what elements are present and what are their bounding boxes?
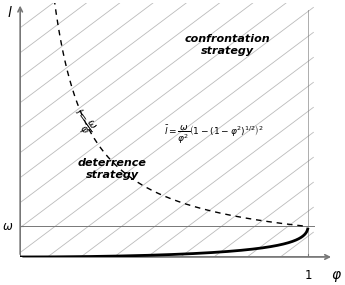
Text: deterrence
strategy: deterrence strategy bbox=[78, 158, 147, 180]
Text: $\omega$: $\omega$ bbox=[2, 220, 13, 233]
Text: $l = \dfrac{\omega}{\varphi}$: $l = \dfrac{\omega}{\varphi}$ bbox=[66, 105, 99, 138]
Text: 1: 1 bbox=[304, 269, 312, 282]
Text: $\bar{l} = \dfrac{\omega}{\varphi^2}\left(1-(1-\varphi^2)^{1/2}\right)^2$: $\bar{l} = \dfrac{\omega}{\varphi^2}\lef… bbox=[164, 124, 264, 146]
Text: $\varphi$: $\varphi$ bbox=[331, 269, 342, 284]
Text: confrontation
strategy: confrontation strategy bbox=[185, 34, 270, 56]
Text: $l$: $l$ bbox=[7, 5, 13, 20]
